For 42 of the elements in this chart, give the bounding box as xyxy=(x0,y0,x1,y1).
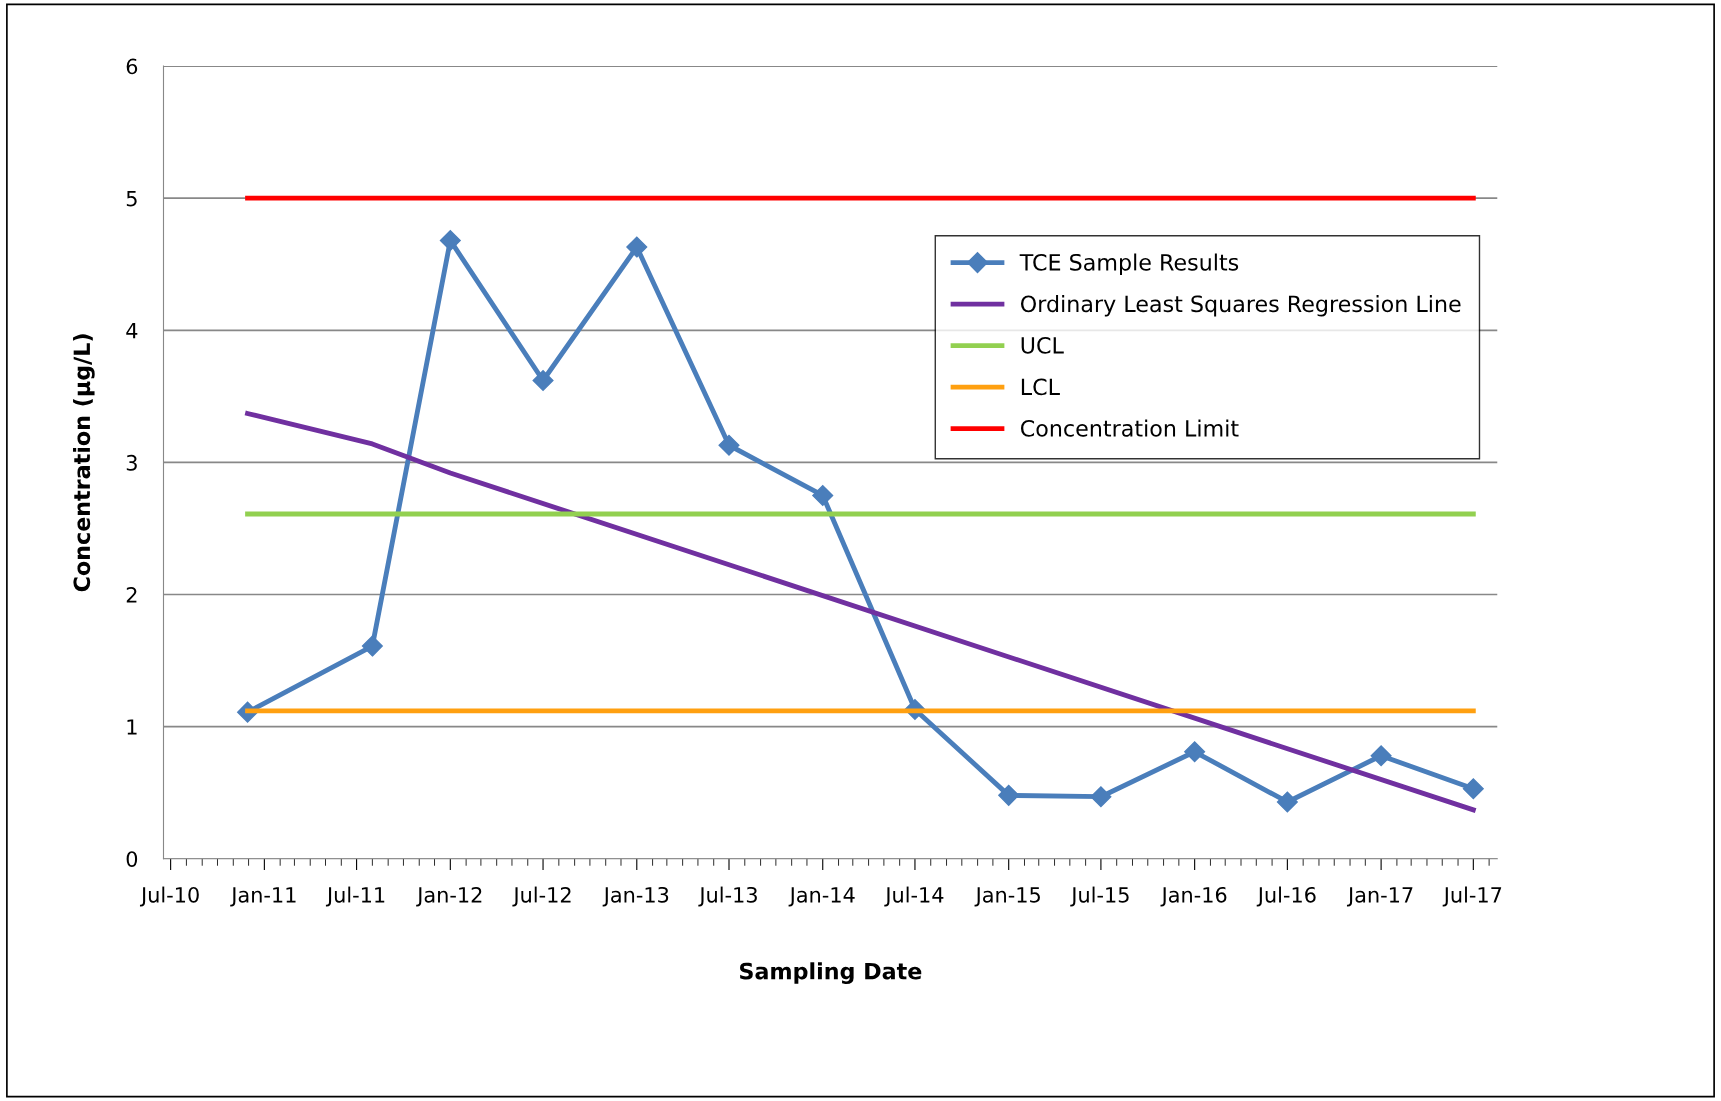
point xyxy=(626,236,648,258)
point xyxy=(718,434,740,456)
x-tick-label: Jul-16 xyxy=(1256,886,1316,907)
y-tick-label: 3 xyxy=(126,454,137,471)
x-tick-label: Jul-17 xyxy=(1442,886,1502,907)
line-series xyxy=(245,411,1476,813)
x-tick-label: Jul-10 xyxy=(139,886,199,907)
legend-label: LCL xyxy=(1021,378,1060,396)
point xyxy=(1184,741,1206,763)
x-tick-label: Jan-11 xyxy=(230,887,296,907)
x-tick-label: Jan-14 xyxy=(788,887,855,907)
y-tick-label: 5 xyxy=(126,190,137,207)
x-tick-label: Jul-12 xyxy=(512,886,571,907)
legend-label: TCE Sample Results xyxy=(1019,253,1239,275)
x-tick-label: Jan-15 xyxy=(974,887,1040,907)
y-axis-title: Concentration (µg/L) xyxy=(73,334,95,592)
point xyxy=(812,484,834,506)
x-tick-label: Jul-13 xyxy=(698,886,757,907)
point xyxy=(1370,745,1392,767)
x-tick-label: Jan-13 xyxy=(602,886,669,907)
x-tick-label: Jan-12 xyxy=(416,886,482,907)
point xyxy=(361,635,383,657)
x-tick-label: Jan-17 xyxy=(1346,887,1413,907)
x-tick-label: Jul-14 xyxy=(884,886,944,907)
legend-label: Ordinary Least Squares Regression Line xyxy=(1020,295,1461,317)
point xyxy=(1090,786,1112,808)
legend-label: UCL xyxy=(1021,336,1064,354)
x-tick-label: Jul-15 xyxy=(1070,886,1129,907)
point xyxy=(532,369,554,392)
point xyxy=(1276,791,1298,813)
x-tick-label: Jan-16 xyxy=(1160,886,1227,907)
y-tick-label: 1 xyxy=(127,719,137,735)
point xyxy=(998,784,1020,806)
y-tick-label: 6 xyxy=(126,58,138,75)
point xyxy=(439,229,461,251)
y-tick-label: 2 xyxy=(126,586,137,603)
x-axis-title: Sampling Date xyxy=(740,962,922,984)
point xyxy=(1462,778,1484,800)
x-tick-label: Jul-11 xyxy=(325,886,385,907)
y-tick-label: 4 xyxy=(126,323,138,339)
y-tick-label: 0 xyxy=(126,851,138,867)
legend-label: Concentration Limit xyxy=(1020,419,1239,437)
